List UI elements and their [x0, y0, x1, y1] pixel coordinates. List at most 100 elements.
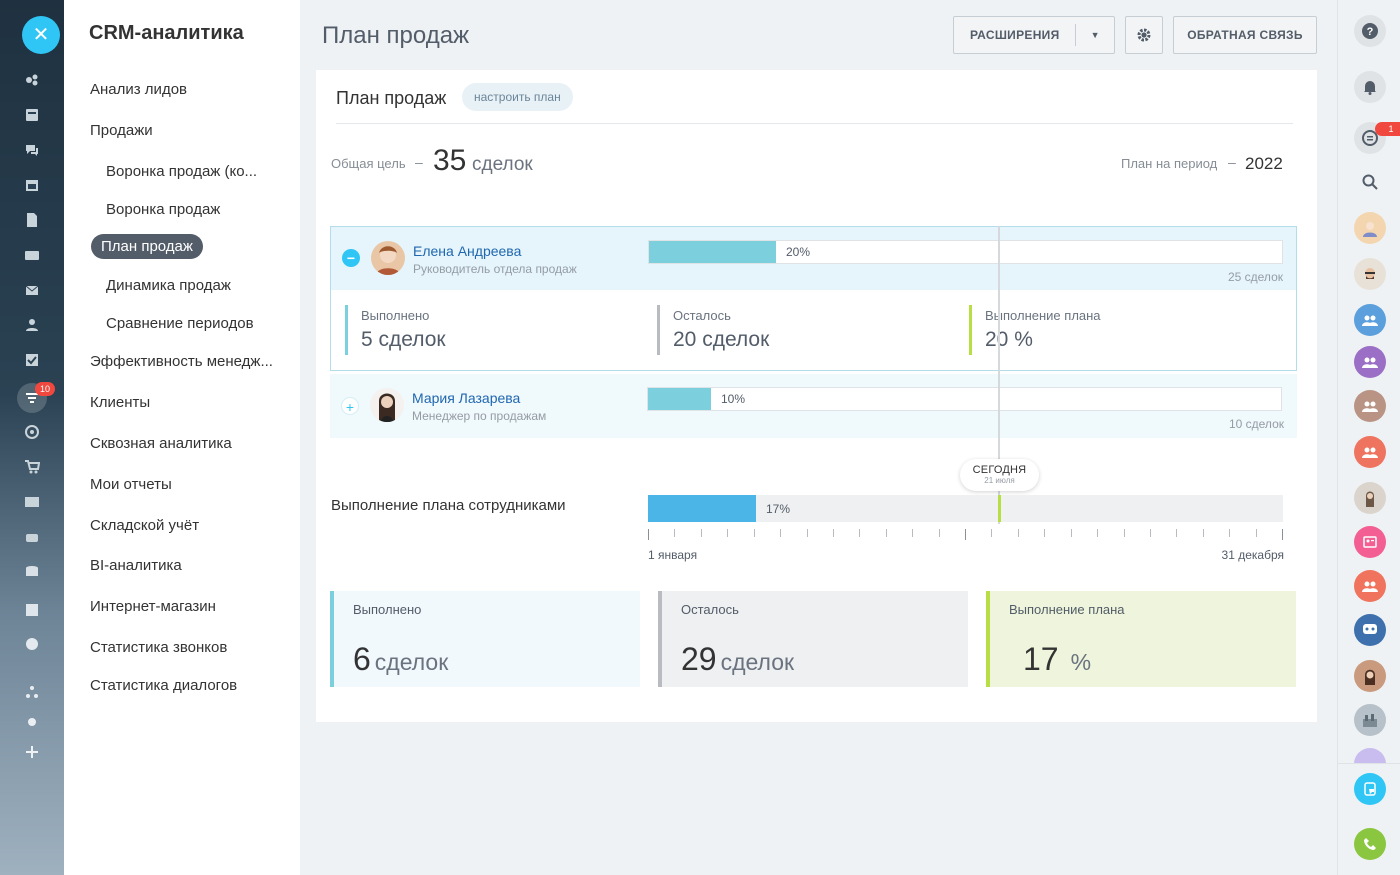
menu-item-manager-efficiency[interactable]: Эффективность менедж... [90, 353, 273, 370]
expand-icon[interactable]: + [341, 397, 359, 415]
team-progress-bar: 17% [648, 495, 1283, 522]
today-label: СЕГОДНЯ [972, 464, 1027, 476]
stat-value: 5 сделок [361, 328, 446, 351]
add-icon[interactable] [22, 742, 42, 762]
menu-item-my-reports[interactable]: Мои отчеты [90, 476, 172, 493]
chat-icon[interactable] [22, 140, 42, 160]
axis-tick [965, 529, 966, 540]
avatar[interactable] [371, 241, 405, 275]
contact-card-icon[interactable] [1354, 526, 1386, 558]
contacts-icon[interactable] [22, 315, 42, 335]
group-icon[interactable] [1354, 436, 1386, 468]
target-icon[interactable] [22, 422, 42, 442]
axis-tick [754, 529, 755, 537]
stat-rate: Выполнение плана 20 % [969, 305, 1101, 355]
robot-icon[interactable] [22, 527, 42, 547]
group-chat-icon[interactable] [1354, 614, 1386, 646]
menu-item-end-to-end-analytics[interactable]: Сквозная аналитика [90, 435, 232, 452]
check-circle-icon[interactable] [22, 634, 42, 654]
collapse-icon[interactable]: − [342, 249, 360, 267]
axis-tick [1071, 529, 1072, 537]
period-label: План на период [1121, 156, 1218, 171]
employee-progress-bar: 20% [648, 240, 1283, 264]
settings-rail-icon[interactable] [22, 712, 42, 732]
menu-item-sales-plan[interactable]: План продаж [91, 234, 203, 259]
crm-icon[interactable] [22, 388, 42, 408]
document-icon[interactable] [22, 210, 42, 230]
group-icon[interactable] [1354, 346, 1386, 378]
summary-label: Выполнено [353, 602, 422, 617]
axis-tick [674, 529, 675, 537]
menu-item-clients[interactable]: Клиенты [90, 394, 151, 411]
help-icon[interactable]: ? [1354, 15, 1386, 47]
avatar[interactable] [1354, 704, 1386, 736]
feedback-button[interactable]: ОБРАТНАЯ СВЯЗЬ [1173, 16, 1317, 54]
summary-value: 29 [681, 641, 717, 677]
summary-value: 17 [1023, 641, 1059, 677]
mail-icon[interactable] [22, 280, 42, 300]
period-value[interactable]: 2022 [1245, 154, 1283, 173]
group-icon[interactable] [1354, 570, 1386, 602]
summary-unit: % [1070, 649, 1092, 675]
avatar[interactable] [1354, 482, 1386, 514]
summary-value: 6 [353, 641, 371, 677]
phone-icon[interactable] [1354, 828, 1386, 860]
search-icon[interactable] [1354, 166, 1386, 198]
feed-icon[interactable] [22, 70, 42, 90]
avatar[interactable] [1354, 660, 1386, 692]
axis-tick [859, 529, 860, 537]
database-icon[interactable] [22, 562, 42, 582]
menu-item-online-store[interactable]: Интернет-магазин [90, 598, 216, 615]
menu-item-bi-analytics[interactable]: BI-аналитика [90, 557, 182, 574]
axis-tick [1176, 529, 1177, 537]
divider [1338, 763, 1400, 764]
today-date: 21 июля [984, 476, 1015, 485]
today-line [998, 226, 1000, 524]
drive-icon[interactable] [22, 245, 42, 265]
menu-item-sales-funnel[interactable]: Воронка продаж [106, 201, 221, 218]
avatar[interactable] [1354, 212, 1386, 244]
menu-item-sales[interactable]: Продажи [90, 122, 153, 139]
card-icon[interactable] [22, 492, 42, 512]
configure-plan-button[interactable]: настроить план [462, 83, 573, 111]
cart-icon[interactable] [22, 457, 42, 477]
sales-plan-card: План продаж настроить план Общая цель – … [316, 70, 1317, 722]
menu-item-sales-funnel-companies[interactable]: Воронка продаж (ко... [106, 163, 258, 180]
group-icon[interactable] [1354, 304, 1386, 336]
menu-item-period-comparison[interactable]: Сравнение периодов [106, 315, 254, 332]
network-icon[interactable] [22, 682, 42, 702]
axis-tick [780, 529, 781, 537]
plan-total: 25 сделок [1227, 270, 1283, 284]
chevron-down-icon[interactable]: ▼ [1090, 30, 1100, 40]
apps-icon[interactable] [22, 600, 42, 620]
stat-label: Выполнение плана [985, 308, 1101, 323]
axis-tick [939, 529, 940, 537]
bell-icon[interactable] [1354, 71, 1386, 103]
avatar[interactable] [370, 388, 404, 422]
extensions-button[interactable]: РАСШИРЕНИЯ ▼ [953, 16, 1115, 54]
axis-end-label: 31 декабря [1221, 548, 1284, 562]
calendar-icon[interactable] [22, 175, 42, 195]
stat-label: Выполнено [361, 308, 430, 323]
avatar[interactable] [1354, 748, 1386, 764]
employee-name[interactable]: Елена Андреева [413, 243, 522, 259]
menu-item-call-stats[interactable]: Статистика звонков [90, 639, 228, 656]
menu-title: CRM-аналитика [89, 22, 244, 44]
summary-left: Осталось 29 сделок [658, 591, 968, 687]
divider [1075, 24, 1077, 46]
menu-item-lead-analysis[interactable]: Анализ лидов [90, 81, 188, 98]
checklist-icon[interactable] [22, 350, 42, 370]
phone-chat-icon[interactable] [1354, 773, 1386, 805]
menu-item-sales-dynamics[interactable]: Динамика продаж [106, 277, 231, 294]
settings-button[interactable] [1125, 16, 1163, 54]
menu-item-inventory[interactable]: Складской учёт [90, 517, 200, 534]
employee-name[interactable]: Мария Лазарева [412, 390, 521, 406]
axis-tick [1044, 529, 1045, 537]
axis-tick [1018, 529, 1019, 537]
menu-item-dialog-stats[interactable]: Статистика диалогов [90, 677, 238, 694]
group-icon[interactable] [1354, 390, 1386, 422]
avatar[interactable] [1354, 258, 1386, 290]
tasks-icon[interactable] [22, 105, 42, 125]
close-icon[interactable]: ✕ [22, 16, 60, 54]
summary-label: Выполнение плана [1009, 602, 1125, 617]
